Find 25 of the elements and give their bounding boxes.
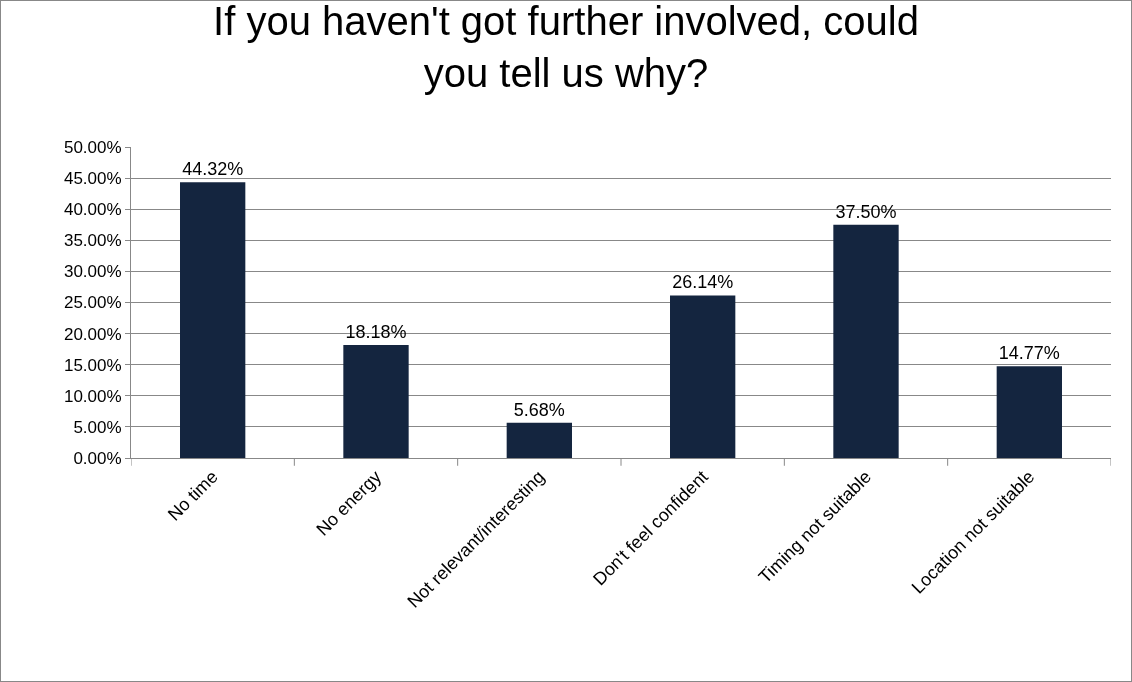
chart-title: If you haven't got further involved, could you tell us why?	[213, 0, 919, 95]
y-tick-label: 45.00%	[63, 169, 122, 189]
bar	[833, 224, 899, 458]
bar	[506, 422, 572, 458]
y-tick-label: 30.00%	[63, 262, 122, 282]
y-tick-label: 25.00%	[63, 293, 122, 313]
data-label: 44.32%	[182, 159, 244, 180]
bar	[670, 295, 736, 458]
data-label: 26.14%	[672, 272, 734, 293]
y-tick-label: 20.00%	[63, 324, 122, 344]
data-label: 14.77%	[998, 343, 1060, 364]
bar	[180, 182, 246, 458]
y-tick-label: 50.00%	[63, 137, 122, 157]
bar	[343, 344, 409, 458]
y-tick-label: 15.00%	[63, 355, 122, 375]
y-tick-label: 35.00%	[63, 231, 122, 251]
data-label: 37.50%	[835, 201, 897, 222]
y-tick-label: 0.00%	[73, 448, 122, 468]
y-tick-label: 10.00%	[63, 386, 122, 406]
y-tick-label: 40.00%	[63, 200, 122, 220]
bar	[996, 366, 1062, 458]
y-tick-label: 5.00%	[73, 417, 122, 437]
data-label: 18.18%	[345, 321, 407, 342]
x-tick-label: No time	[163, 466, 222, 525]
data-label: 5.68%	[513, 399, 565, 420]
